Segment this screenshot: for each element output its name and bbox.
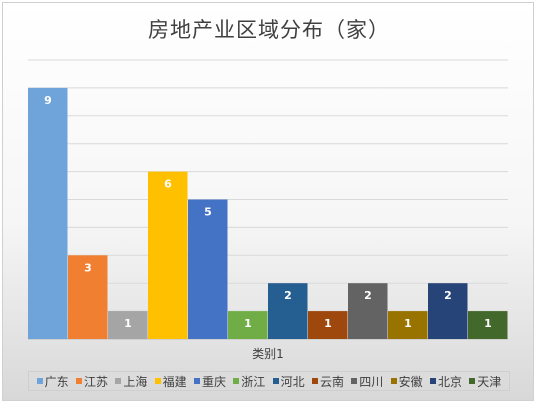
data-label-天津: 1 (484, 317, 492, 330)
bar-北京 (428, 283, 468, 339)
legend-item-重庆: 重庆 (193, 373, 226, 390)
legend-label: 天津 (477, 374, 502, 389)
legend-item-安徽: 安徽 (390, 373, 423, 390)
legend-label: 安徽 (398, 374, 423, 389)
bar-江苏 (68, 255, 108, 339)
data-label-四川: 2 (364, 289, 372, 302)
data-label-重庆: 5 (204, 206, 212, 219)
data-label-浙江: 1 (244, 317, 252, 330)
data-label-安徽: 1 (404, 317, 412, 330)
data-label-福建: 6 (164, 178, 172, 191)
data-label-上海: 1 (124, 317, 132, 330)
bar-河北 (268, 283, 308, 339)
legend-swatch (233, 378, 240, 384)
bar-广东 (28, 87, 68, 340)
legend-swatch (469, 378, 476, 384)
x-category-label: 类别1 (252, 347, 284, 361)
legend-swatch (272, 378, 279, 384)
legend-item-福建: 福建 (154, 373, 187, 390)
legend-swatch (75, 378, 82, 384)
legend-label: 云南 (319, 374, 344, 389)
legend-label: 浙江 (241, 374, 266, 389)
data-label-云南: 1 (324, 317, 332, 330)
legend-swatch (154, 378, 161, 384)
legend-swatch (351, 378, 358, 384)
data-label-北京: 2 (444, 289, 452, 302)
bar-云南 (308, 311, 348, 339)
legend-label: 四川 (359, 374, 384, 389)
legend-label: 广东 (44, 374, 69, 389)
legend-item-上海: 上海 (115, 373, 147, 390)
legend-item-河北: 河北 (272, 373, 305, 390)
bar-天津 (468, 311, 508, 339)
legend-item-广东: 广东 (36, 373, 69, 390)
data-label-广东: 9 (44, 94, 52, 107)
legend-item-云南: 云南 (311, 373, 344, 390)
legend-swatch (390, 378, 397, 384)
legend-swatch (115, 378, 122, 384)
data-label-河北: 2 (284, 289, 292, 302)
legend-swatch (311, 378, 318, 384)
legend-label: 福建 (162, 374, 187, 389)
legend-label: 河北 (280, 374, 305, 389)
legend-item-江苏: 江苏 (75, 373, 108, 390)
legend-swatch (36, 378, 43, 384)
legend-label: 北京 (437, 374, 462, 389)
bar-浙江 (228, 311, 268, 339)
chart-title: 房地产业区域分布（家） (148, 18, 390, 42)
legend-item-四川: 四川 (351, 373, 383, 390)
bar-上海 (108, 311, 148, 339)
bar-重庆 (188, 199, 228, 339)
bar-福建 (148, 171, 188, 339)
legend-swatch (429, 378, 436, 384)
legend-item-北京: 北京 (429, 373, 462, 390)
legend-item-浙江: 浙江 (233, 373, 265, 390)
legend-label: 江苏 (83, 374, 108, 389)
chart-legend: 广东 江苏 上海 福建 重庆 浙江 河北 云南 四川 安徽 北京 天津 (28, 371, 510, 391)
bar-四川 (348, 283, 388, 339)
bar-安徽 (388, 311, 428, 339)
data-label-江苏: 3 (84, 261, 92, 274)
legend-swatch (193, 378, 200, 384)
legend-item-天津: 天津 (469, 373, 501, 390)
legend-label: 重庆 (201, 374, 226, 389)
legend-label: 上海 (123, 374, 148, 389)
